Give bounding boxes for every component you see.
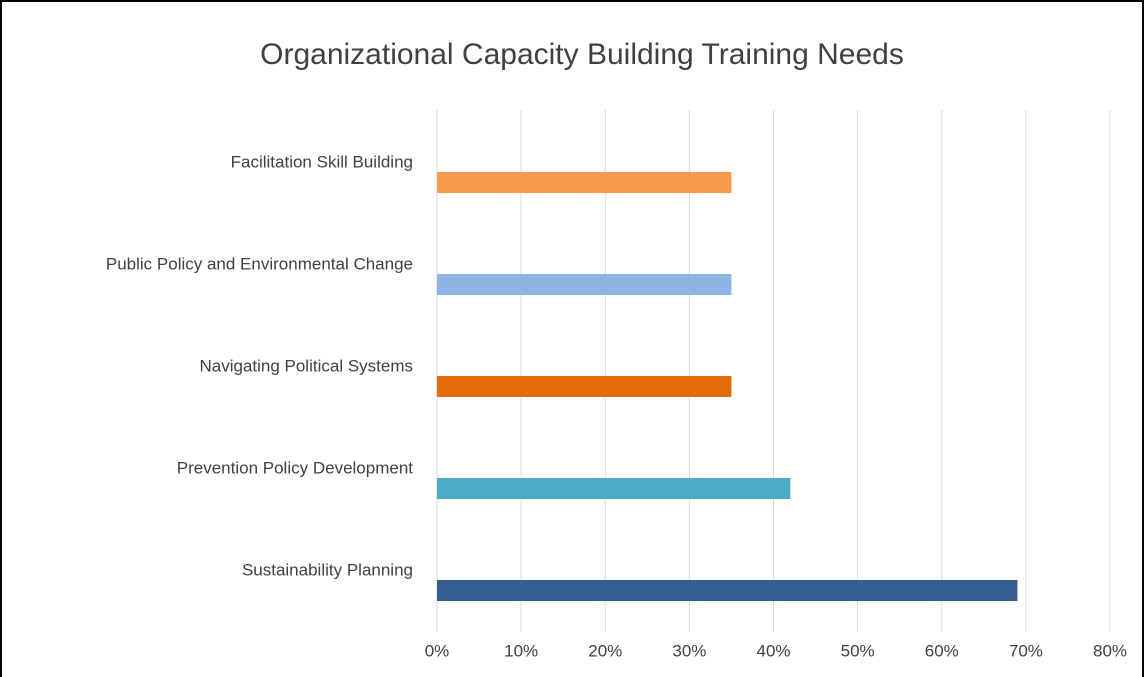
bar bbox=[437, 478, 791, 499]
y-tick-label: Prevention Policy Development bbox=[177, 458, 414, 477]
x-tick-label: 50% bbox=[841, 641, 875, 660]
bar bbox=[437, 274, 732, 295]
y-tick-label: Sustainability Planning bbox=[242, 560, 413, 579]
x-tick-label: 20% bbox=[588, 641, 622, 660]
bar bbox=[437, 376, 732, 397]
y-tick-label: Navigating Political Systems bbox=[199, 356, 413, 375]
y-tick-label: Public Policy and Environmental Change bbox=[106, 254, 413, 273]
bar bbox=[437, 172, 732, 193]
y-tick-label: Facilitation Skill Building bbox=[231, 152, 413, 171]
chart-title: Organizational Capacity Building Trainin… bbox=[260, 38, 904, 71]
x-tick-label: 70% bbox=[1009, 641, 1043, 660]
x-tick-label: 0% bbox=[425, 641, 450, 660]
x-tick-label: 30% bbox=[672, 641, 706, 660]
x-tick-label: 80% bbox=[1093, 641, 1127, 660]
x-tick-label: 10% bbox=[504, 641, 538, 660]
bar bbox=[437, 580, 1018, 601]
x-tick-label: 40% bbox=[756, 641, 790, 660]
x-tick-label: 60% bbox=[925, 641, 959, 660]
